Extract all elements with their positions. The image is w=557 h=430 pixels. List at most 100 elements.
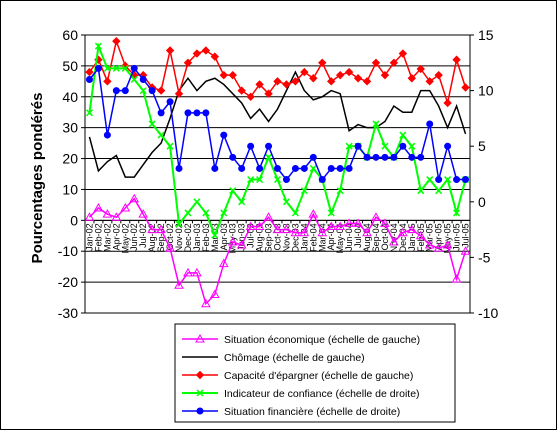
data-point-stroke	[220, 209, 228, 217]
data-point	[327, 77, 336, 86]
data-point	[371, 212, 381, 221]
axes-layer: -30-20-100102030405060-10-5051015Jan-02F…	[58, 27, 499, 321]
data-point	[282, 80, 291, 89]
data-point-stroke	[229, 187, 237, 195]
series-left	[85, 36, 470, 108]
data-point	[209, 289, 220, 298]
data-point	[196, 407, 204, 415]
data-point	[111, 212, 122, 221]
x-tick-label: May-05	[443, 223, 453, 253]
data-point	[195, 333, 205, 343]
legend-item: Indicateur de confiance (échelle de droi…	[182, 388, 420, 400]
data-point	[442, 240, 453, 249]
data-point-stroke	[175, 220, 183, 228]
legend-item: Situation financière (échelle de droite)	[182, 406, 400, 418]
data-point	[103, 131, 111, 139]
data-point	[165, 46, 175, 55]
y-tick-label: 40	[62, 89, 78, 105]
data-point-stroke	[265, 153, 273, 161]
x-tick-label: Jan-02	[84, 223, 94, 251]
x-tick-label: Aug-04	[362, 223, 372, 252]
data-point	[85, 75, 93, 83]
x-tick-label: Dec-03	[290, 223, 300, 252]
series-left	[88, 70, 467, 178]
x-tick-label: Jul-02	[138, 223, 148, 248]
data-point-stroke	[94, 42, 102, 50]
data-point-stroke	[202, 209, 210, 217]
data-point	[218, 258, 229, 268]
data-point	[435, 176, 443, 184]
legend-item: Situation économique (échelle de gauche)	[182, 333, 420, 346]
data-point-stroke	[256, 176, 264, 184]
x-tick-label: Sep-04	[371, 223, 381, 252]
data-point	[94, 42, 102, 50]
data-point	[362, 227, 372, 237]
data-point	[290, 227, 301, 237]
data-point-stroke	[211, 231, 219, 239]
x-tick-label: Aug-03	[255, 223, 265, 252]
data-point	[272, 224, 283, 234]
data-point	[372, 153, 380, 161]
data-point	[416, 64, 425, 74]
data-point	[434, 70, 443, 80]
data-point	[192, 49, 202, 58]
data-point	[202, 209, 210, 217]
data-point-stroke	[417, 187, 425, 195]
x-tick-label: Mar-05	[425, 223, 435, 252]
data-point	[308, 209, 319, 218]
data-point	[397, 227, 408, 237]
data-point	[390, 153, 398, 161]
data-point	[238, 198, 246, 206]
data-point-stroke	[372, 120, 380, 128]
data-point	[380, 218, 390, 227]
data-point	[94, 64, 102, 72]
data-point	[247, 142, 255, 150]
series-right	[85, 64, 470, 184]
data-point	[273, 176, 282, 184]
data-point	[120, 202, 131, 212]
data-point	[183, 58, 193, 68]
data-point	[274, 164, 281, 172]
data-point	[93, 202, 104, 212]
x-tick-label: May-02	[120, 223, 130, 253]
data-point	[174, 89, 184, 98]
data-point	[112, 64, 120, 72]
data-point	[112, 87, 120, 95]
data-point-stroke	[408, 142, 416, 150]
x-tick-label: Feb-03	[201, 223, 211, 252]
data-point-stroke	[166, 142, 174, 150]
data-point	[192, 267, 202, 277]
data-point	[193, 198, 201, 206]
data-point	[236, 240, 247, 249]
data-point	[184, 109, 192, 117]
data-point	[211, 231, 219, 239]
data-point	[220, 131, 228, 139]
series-line	[88, 197, 467, 306]
data-point-stroke	[300, 187, 308, 195]
data-point	[264, 89, 273, 98]
data-point-stroke	[103, 64, 111, 72]
data-point-stroke	[85, 109, 94, 117]
data-point	[362, 77, 372, 86]
data-point	[425, 77, 434, 86]
legend-label: Capacité d'épargner (échelle de gauche)	[224, 370, 413, 382]
x-tick-label: Feb-02	[93, 223, 103, 252]
x-tick-label: Jan-04	[299, 223, 309, 251]
data-point	[299, 227, 310, 237]
data-point	[300, 187, 308, 195]
data-point	[353, 218, 363, 227]
x-tick-label: Dec-04	[398, 223, 408, 252]
data-point	[452, 55, 461, 64]
data-point-stroke	[193, 198, 201, 206]
legend-box	[174, 323, 456, 423]
data-point	[291, 209, 299, 217]
data-point-stroke	[435, 187, 443, 195]
data-point-stroke	[345, 142, 353, 150]
x-tick-label: Feb-04	[308, 223, 318, 252]
data-point	[406, 224, 417, 234]
y2-tick-label: -10	[478, 305, 498, 321]
data-point	[157, 109, 165, 117]
x-tick-label: Apr-04	[326, 223, 336, 250]
y2-tick-label: 0	[478, 194, 486, 210]
